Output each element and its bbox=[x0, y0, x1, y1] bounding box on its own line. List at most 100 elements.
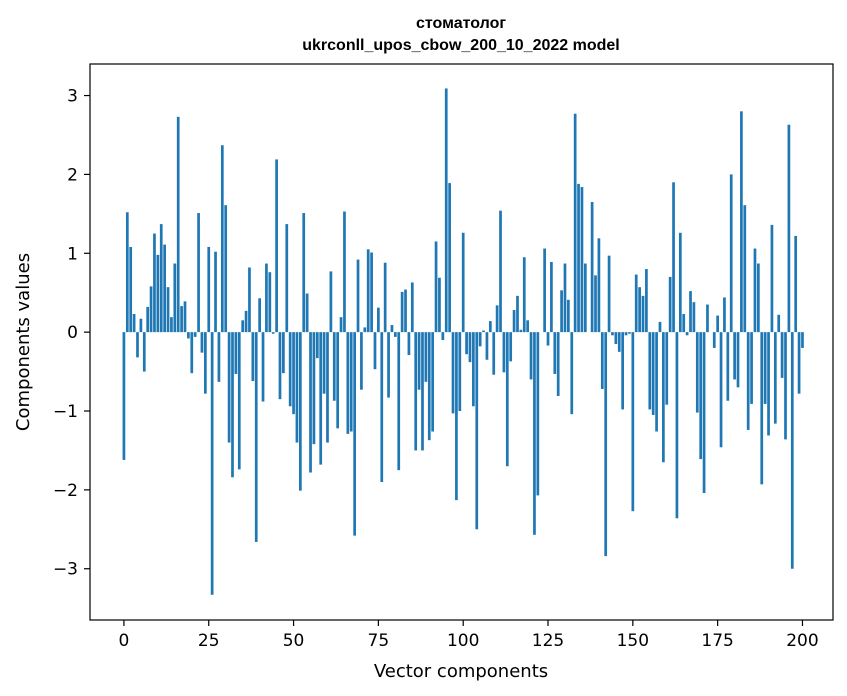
bar-174 bbox=[712, 332, 716, 348]
bar-116 bbox=[516, 295, 519, 333]
bar-170 bbox=[699, 332, 703, 460]
y-tick-label: −2 bbox=[53, 481, 78, 501]
bar-29 bbox=[220, 145, 224, 333]
bar-45 bbox=[275, 159, 278, 333]
bar-31 bbox=[227, 332, 231, 443]
bar-177 bbox=[723, 297, 726, 333]
bar-186 bbox=[753, 248, 757, 333]
bar-74 bbox=[373, 332, 377, 370]
bar-145 bbox=[614, 332, 618, 344]
bar-150 bbox=[631, 332, 635, 512]
bar-144 bbox=[611, 332, 614, 336]
bar-2 bbox=[129, 246, 133, 333]
bar-179 bbox=[729, 174, 733, 333]
bar-61 bbox=[329, 271, 333, 333]
bar-99 bbox=[458, 332, 462, 412]
bar-149 bbox=[628, 332, 631, 334]
bar-182 bbox=[740, 111, 743, 333]
bar-54 bbox=[305, 293, 309, 333]
bar-155 bbox=[648, 332, 652, 410]
chart-subtitle: ukrconll_upos_cbow_200_10_2022 model bbox=[302, 37, 619, 54]
bar-37 bbox=[248, 267, 251, 333]
bar-63 bbox=[336, 332, 340, 429]
bar-117 bbox=[519, 329, 523, 333]
bar-97 bbox=[451, 332, 455, 414]
bar-35 bbox=[241, 320, 245, 333]
bar-12 bbox=[163, 244, 166, 333]
x-axis: 0 25 50 75 100 125 150 175 200 bbox=[119, 620, 819, 651]
chart-title: стоматолог bbox=[416, 15, 506, 32]
bar-80 bbox=[393, 332, 397, 337]
bar-131 bbox=[567, 299, 570, 333]
bar-24 bbox=[203, 332, 207, 394]
bar-169 bbox=[695, 332, 699, 413]
x-tick-label: 0 bbox=[119, 631, 130, 651]
y-tick-label: 2 bbox=[67, 165, 78, 185]
bar-71 bbox=[363, 327, 367, 333]
bar-139 bbox=[594, 275, 597, 333]
bar-65 bbox=[343, 211, 346, 333]
bar-100 bbox=[461, 232, 465, 333]
bar-44 bbox=[271, 332, 275, 334]
bar-78 bbox=[387, 332, 390, 398]
bar-20 bbox=[190, 332, 194, 374]
bar-109 bbox=[492, 332, 496, 375]
bar-143 bbox=[607, 255, 611, 333]
bar-108 bbox=[488, 321, 492, 333]
bar-141 bbox=[600, 332, 604, 389]
bar-50 bbox=[292, 332, 295, 415]
bar-93 bbox=[438, 277, 441, 333]
bar-30 bbox=[224, 205, 228, 333]
bar-53 bbox=[302, 213, 306, 333]
bar-118 bbox=[522, 257, 526, 333]
bar-159 bbox=[662, 332, 665, 463]
bar-62 bbox=[332, 332, 336, 401]
x-axis-label: Vector components bbox=[374, 661, 548, 682]
x-tick-label: 150 bbox=[617, 631, 649, 651]
bar-198 bbox=[794, 235, 798, 333]
bar-160 bbox=[665, 332, 669, 405]
bar-17 bbox=[180, 306, 183, 333]
bar-67 bbox=[349, 332, 353, 432]
x-tick-label: 25 bbox=[198, 631, 220, 651]
bar-153 bbox=[641, 295, 645, 333]
bar-113 bbox=[505, 332, 509, 467]
bar-134 bbox=[577, 183, 580, 333]
bar-39 bbox=[254, 332, 258, 542]
bar-163 bbox=[675, 332, 679, 519]
y-tick-label: 1 bbox=[67, 244, 78, 264]
x-tick-label: 175 bbox=[701, 631, 733, 651]
bar-3 bbox=[132, 314, 136, 333]
bar-94 bbox=[441, 332, 445, 341]
bar-127 bbox=[553, 332, 557, 374]
bar-66 bbox=[346, 332, 350, 434]
bar-48 bbox=[285, 224, 289, 333]
bar-171 bbox=[702, 332, 706, 494]
bar-146 bbox=[617, 332, 621, 352]
bars-group bbox=[122, 88, 804, 595]
bar-106 bbox=[482, 330, 485, 333]
bar-13 bbox=[166, 287, 170, 333]
y-tick-label: 0 bbox=[67, 323, 78, 343]
x-tick-label: 125 bbox=[532, 631, 564, 651]
bar-81 bbox=[397, 332, 401, 471]
bar-32 bbox=[231, 332, 234, 478]
y-axis-label: Components values bbox=[13, 253, 34, 431]
x-tick-label: 50 bbox=[283, 631, 305, 651]
bar-72 bbox=[366, 249, 370, 333]
bar-38 bbox=[251, 332, 255, 382]
bar-46 bbox=[278, 332, 282, 400]
bar-193 bbox=[777, 314, 781, 333]
bar-68 bbox=[353, 332, 356, 536]
bar-128 bbox=[556, 332, 560, 397]
bar-57 bbox=[315, 332, 319, 359]
bar-132 bbox=[570, 332, 574, 415]
bar-70 bbox=[360, 332, 363, 390]
bar-91 bbox=[431, 332, 435, 432]
bar-102 bbox=[468, 332, 472, 363]
bar-0 bbox=[122, 332, 126, 460]
bar-83 bbox=[404, 289, 407, 333]
bar-175 bbox=[716, 315, 720, 333]
bar-73 bbox=[370, 252, 373, 333]
